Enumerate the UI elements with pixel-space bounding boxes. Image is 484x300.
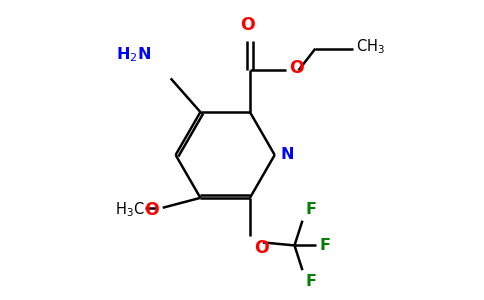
Text: H$_2$N: H$_2$N [116, 46, 151, 64]
Text: F: F [305, 202, 317, 217]
Text: F: F [305, 274, 317, 289]
Text: O: O [241, 16, 256, 34]
Text: O: O [289, 59, 304, 77]
Text: H$_3$C: H$_3$C [115, 200, 145, 219]
Text: CH$_3$: CH$_3$ [356, 37, 385, 56]
Text: F: F [319, 238, 330, 253]
Text: O: O [254, 239, 269, 257]
Text: N: N [281, 148, 294, 163]
Text: O: O [144, 201, 159, 219]
